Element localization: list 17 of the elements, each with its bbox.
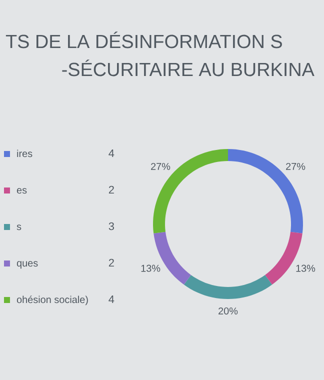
text: 2 xyxy=(108,186,114,194)
data-label: 20% xyxy=(218,307,238,315)
data-label: 13% xyxy=(141,264,160,272)
legend-label: s xyxy=(16,224,22,230)
legend-label: ohésion sociale) xyxy=(16,296,88,306)
text: 2 xyxy=(108,258,114,266)
text: 4 xyxy=(108,149,114,157)
chart-subtitle: -SÉCURITAIRE AU BURKINA xyxy=(62,60,314,76)
data-label: 27% xyxy=(286,162,306,170)
legend-label: ires xyxy=(17,150,32,158)
text: 4 xyxy=(108,295,114,303)
data-label: 27% xyxy=(151,162,170,170)
data-label: 13% xyxy=(296,264,316,272)
text: 3 xyxy=(108,222,114,230)
legend-label: ques xyxy=(16,261,38,269)
legend-label: es xyxy=(16,188,27,194)
chart-title: TS DE LA DÉSINFORMATION S xyxy=(6,32,282,48)
